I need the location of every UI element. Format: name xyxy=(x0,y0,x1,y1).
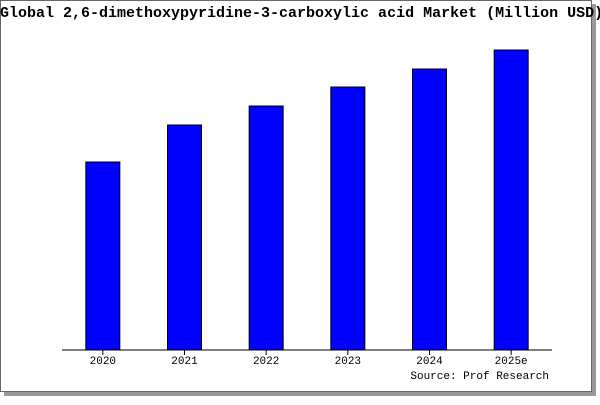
bar xyxy=(85,161,121,351)
bar xyxy=(493,49,529,351)
x-tick-label: 2020 xyxy=(90,356,116,368)
x-tick-label: 2024 xyxy=(416,356,443,368)
bar xyxy=(248,105,284,351)
x-tick-label: 2021 xyxy=(171,356,198,368)
bar xyxy=(330,86,366,351)
chart-title: Global 2,6-dimethoxypyridine-3-carboxyli… xyxy=(0,5,600,22)
x-tick-label: 2025e xyxy=(495,356,528,368)
x-tick-label: 2023 xyxy=(335,356,361,368)
source-note: Source: Prof Research xyxy=(410,371,549,383)
x-tick-label: 2022 xyxy=(253,356,279,368)
bar xyxy=(412,68,447,351)
bar xyxy=(167,124,202,351)
